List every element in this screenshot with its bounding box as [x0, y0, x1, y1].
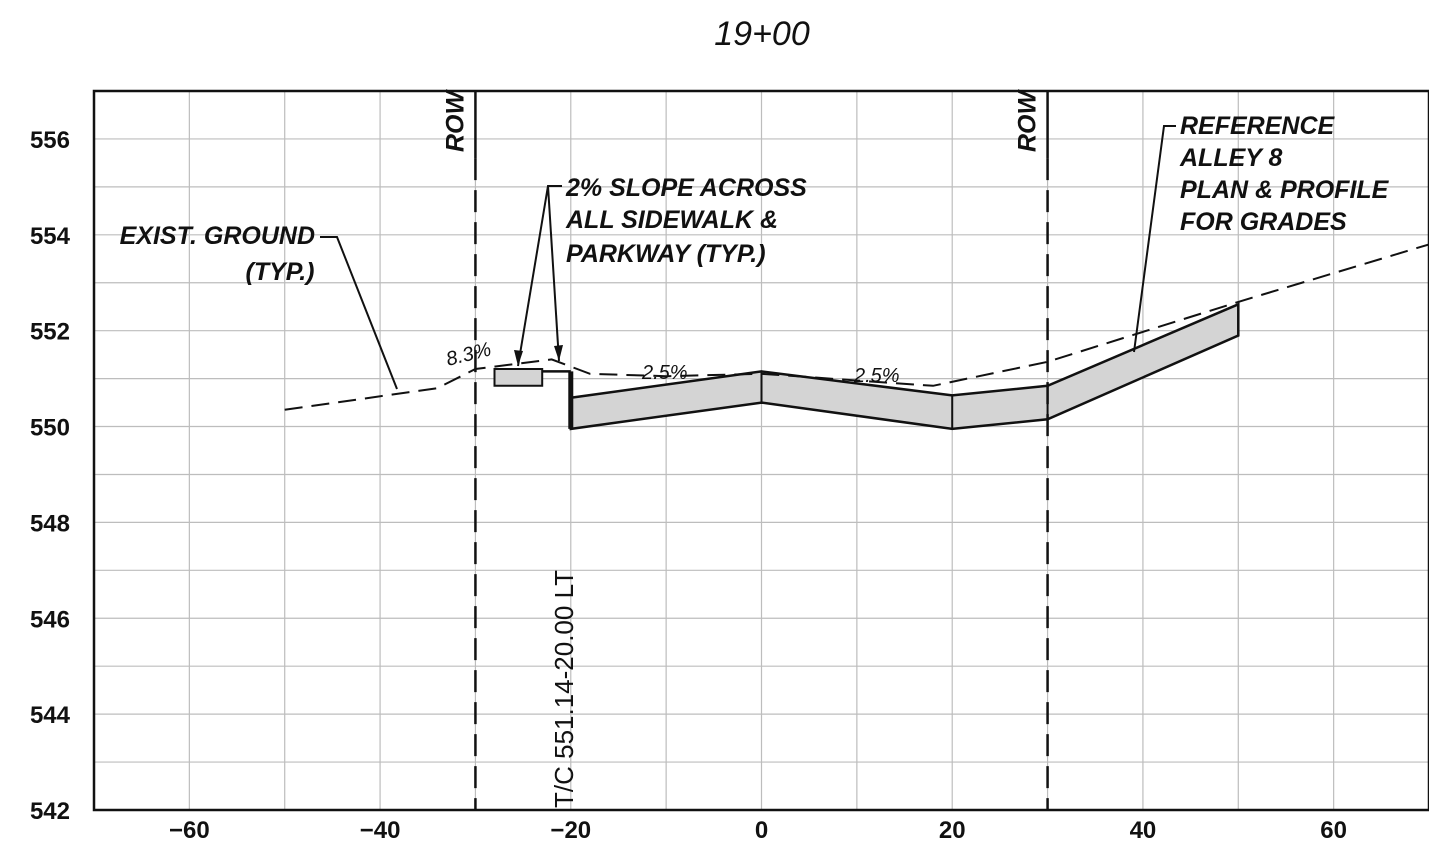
profiles-layer: [284, 243, 1429, 431]
slope-label-mid-left: 2.5%: [641, 362, 688, 384]
section-title: 19+00: [714, 15, 810, 53]
y-tick-label: 554: [30, 223, 71, 250]
x-tick-label: −60: [169, 817, 210, 844]
reference-line-2: ALLEY 8: [1179, 144, 1282, 172]
y-tick-label: 552: [30, 319, 70, 346]
y-tick-label: 544: [30, 702, 71, 729]
pavement-section: [569, 302, 1240, 431]
slope-note-line-3: PARKWAY (TYP.): [566, 240, 766, 268]
reference-note: REFERENCE ALLEY 8 PLAN & PROFILE FOR GRA…: [1133, 112, 1390, 353]
row-label: ROW: [1014, 89, 1042, 153]
x-tick-label: −40: [360, 817, 401, 844]
y-tick-label: 556: [30, 127, 70, 154]
y-tick-label: 546: [30, 606, 70, 633]
reference-leader: [1133, 125, 1176, 353]
exist-ground-leader: [320, 236, 398, 390]
x-tick-label: 60: [1320, 817, 1347, 844]
slope-leader-a: [517, 185, 562, 367]
row-lines: ROW ROW: [441, 89, 1049, 810]
x-tick-label: 40: [1130, 817, 1157, 844]
exist-ground-line-2: (TYP.): [246, 258, 315, 286]
x-tick-label: 20: [939, 817, 966, 844]
y-tick-label: 542: [30, 798, 70, 825]
slope-label-left: 8.3%: [444, 338, 494, 370]
slope-note-line-2: ALL SIDEWALK &: [565, 206, 778, 234]
x-tick-label: 0: [755, 817, 768, 844]
y-tick-label: 548: [30, 510, 70, 537]
reference-line-3: PLAN & PROFILE: [1180, 176, 1390, 204]
reference-line-1: REFERENCE: [1180, 112, 1336, 140]
sidewalk-section: [493, 368, 544, 387]
arrowhead-a: [514, 350, 523, 366]
slope-label-mid-right: 2.5%: [853, 365, 900, 387]
reference-line-4: FOR GRADES: [1180, 208, 1347, 236]
row-label: ROW: [441, 89, 469, 153]
y-tick-label: 550: [30, 415, 70, 442]
slope-note: 2% SLOPE ACROSS ALL SIDEWALK & PARKWAY (…: [514, 174, 807, 367]
existing-ground-line: [284, 243, 1429, 411]
slope-note-line-1: 2% SLOPE ACROSS: [565, 174, 807, 202]
x-tick-label: −20: [550, 817, 591, 844]
exist-ground-note: EXIST. GROUND (TYP.): [120, 222, 398, 390]
arrowhead-b: [554, 345, 563, 361]
tc-label: T/C 551.14-20.00 LT: [549, 570, 579, 808]
plot-frame: [92, 89, 1429, 812]
exist-ground-line-1: EXIST. GROUND: [120, 222, 315, 250]
axis-ticks: −60 −40 −20 0 20 40 60 556 554 552 550 548 546 544 542: [30, 127, 1347, 844]
slope-leader-b: [547, 185, 560, 362]
